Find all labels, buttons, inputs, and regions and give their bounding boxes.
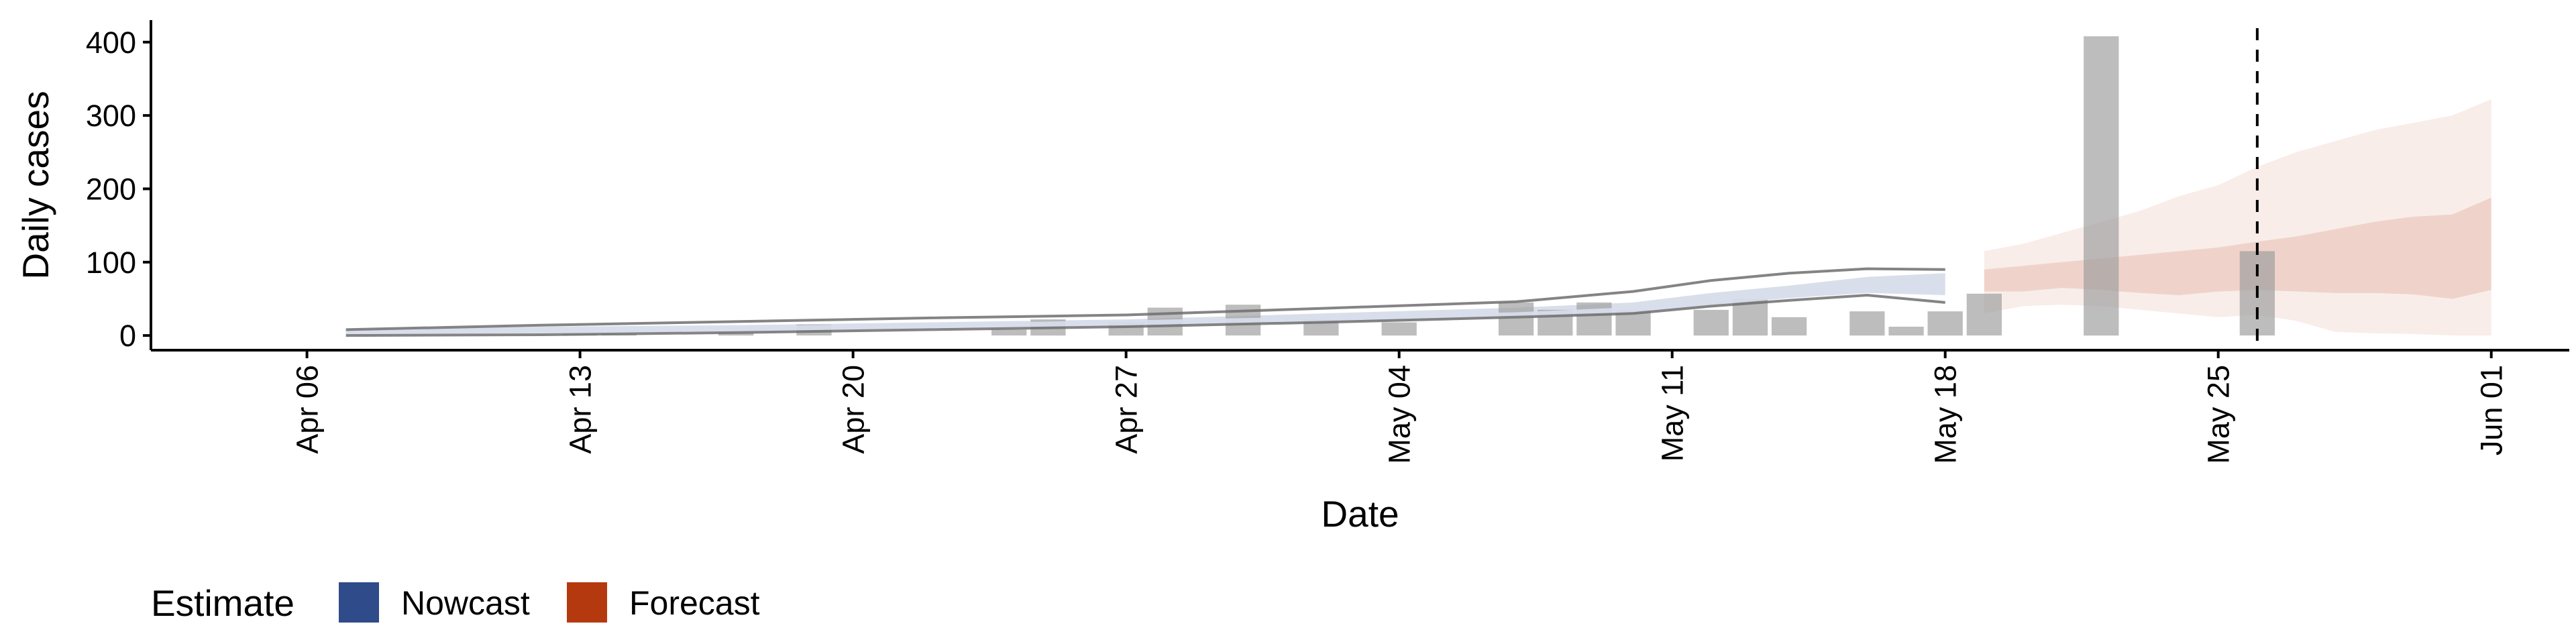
y-tick-label: 200 [86, 172, 136, 206]
observed-case-bar [1498, 302, 1534, 336]
legend-label-forecast: Forecast [629, 584, 760, 622]
observed-case-bar [1381, 322, 1417, 336]
x-axis-ticks: Apr 06 Apr 13 Apr 20 Apr 27 May 04 May 11 May … [290, 350, 2509, 464]
observed-case-bar [1966, 293, 2002, 336]
x-tick-label: Apr 20 [837, 365, 871, 454]
observed-case-bar [1771, 317, 1807, 336]
x-tick-label: May 18 [1929, 365, 1963, 464]
observed-case-bar [991, 329, 1027, 336]
observed-case-bar [718, 332, 754, 336]
y-axis-title: Daily cases [15, 91, 56, 279]
x-axis-title: Date [1321, 493, 1399, 535]
x-tick-label: Jun 01 [2475, 365, 2509, 455]
x-tick-label: Apr 27 [1110, 365, 1144, 454]
y-tick-label: 0 [119, 319, 136, 353]
x-tick-label: May 04 [1383, 365, 1417, 464]
observed-case-bar [1888, 327, 1924, 336]
legend-label-nowcast: Nowcast [401, 584, 530, 622]
observed-case-bar [1693, 309, 1729, 336]
x-tick-label: May 25 [2202, 365, 2236, 464]
y-axis-ticks: 0 100 200 300 400 [86, 25, 151, 353]
interval-bands [345, 99, 2491, 336]
legend-key-forecast [567, 582, 607, 623]
y-tick-label: 100 [86, 246, 136, 280]
axes [150, 20, 2569, 352]
observed-case-bar [2084, 36, 2119, 336]
x-tick-label: May 11 [1656, 365, 1690, 462]
y-tick-label: 400 [86, 25, 136, 60]
legend-title: Estimate [151, 582, 294, 624]
observed-case-bar [1849, 311, 1885, 336]
x-tick-label: Apr 13 [564, 365, 598, 454]
x-tick-label: Apr 06 [290, 365, 325, 454]
nowcast-upper-bound-line [345, 267, 1945, 331]
observed-case-bar [1576, 302, 1612, 336]
nowcast-median-line [345, 282, 1945, 335]
legend: Estimate Nowcast Forecast [151, 582, 760, 624]
estimate-lines [345, 267, 1945, 337]
nowcast-lower-bound-line [345, 294, 1945, 337]
legend-key-nowcast [339, 582, 379, 623]
y-tick-label: 300 [86, 99, 136, 133]
observed-case-bar [1927, 311, 1963, 336]
